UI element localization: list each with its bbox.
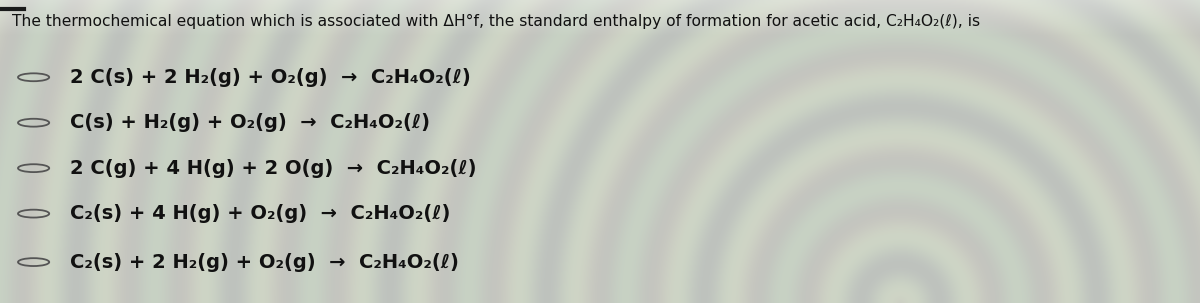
Text: C₂(s) + 4 H(g) + O₂(g)  →  C₂H₄O₂(ℓ): C₂(s) + 4 H(g) + O₂(g) → C₂H₄O₂(ℓ) — [70, 204, 450, 223]
Text: 2 C(g) + 4 H(g) + 2 O(g)  →  C₂H₄O₂(ℓ): 2 C(g) + 4 H(g) + 2 O(g) → C₂H₄O₂(ℓ) — [70, 159, 476, 178]
Text: C(s) + H₂(g) + O₂(g)  →  C₂H₄O₂(ℓ): C(s) + H₂(g) + O₂(g) → C₂H₄O₂(ℓ) — [70, 113, 430, 132]
Text: The thermochemical equation which is associated with ΔH°f, the standard enthalpy: The thermochemical equation which is ass… — [12, 14, 980, 29]
Text: C₂(s) + 2 H₂(g) + O₂(g)  →  C₂H₄O₂(ℓ): C₂(s) + 2 H₂(g) + O₂(g) → C₂H₄O₂(ℓ) — [70, 253, 458, 271]
Text: 2 C(s) + 2 H₂(g) + O₂(g)  →  C₂H₄O₂(ℓ): 2 C(s) + 2 H₂(g) + O₂(g) → C₂H₄O₂(ℓ) — [70, 68, 470, 87]
